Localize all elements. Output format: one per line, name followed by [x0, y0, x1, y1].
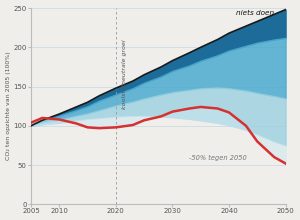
Y-axis label: CO₂ ten opzichte van 2005 (100%): CO₂ ten opzichte van 2005 (100%)	[6, 52, 10, 160]
Text: niets doen: niets doen	[236, 10, 274, 16]
Text: -50% tegen 2050: -50% tegen 2050	[189, 155, 247, 161]
Text: koolstofneutrale groei: koolstofneutrale groei	[122, 39, 127, 109]
